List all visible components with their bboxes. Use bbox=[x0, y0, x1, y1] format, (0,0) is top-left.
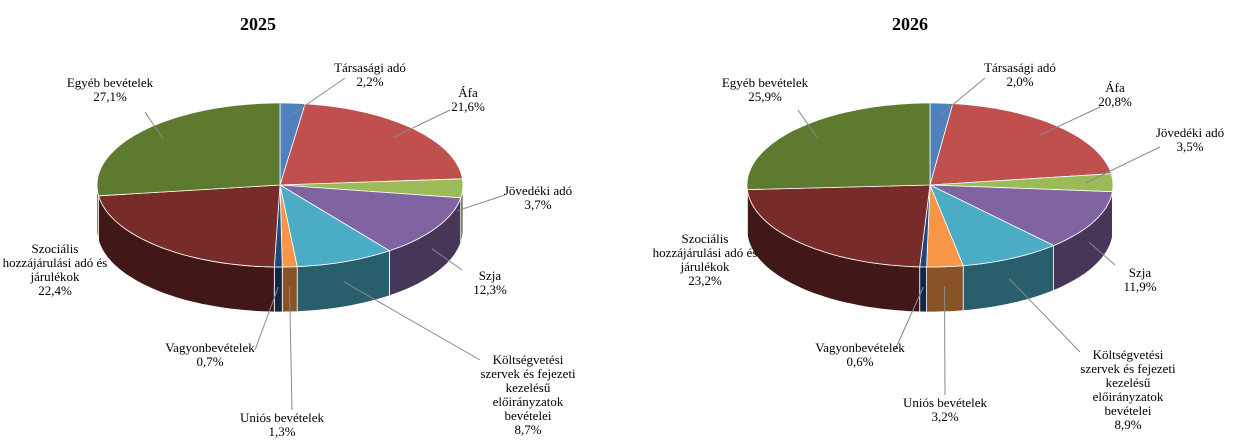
pie-slice bbox=[746, 184, 931, 268]
label-name: Szociális hozzájárulási adó és járulékok bbox=[652, 231, 758, 274]
data-label: Vagyonbevételek 0,7% bbox=[154, 341, 266, 369]
data-label: Társasági adó 2,2% bbox=[314, 61, 426, 89]
leader-line bbox=[797, 109, 818, 138]
label-name: Egyéb bevételek bbox=[66, 75, 154, 90]
label-name: Költségvetési szervek és fejezeti kezelé… bbox=[480, 352, 576, 423]
label-value: 27,1% bbox=[93, 89, 127, 104]
pie-slice bbox=[279, 184, 391, 268]
label-value: 2,2% bbox=[356, 74, 384, 89]
data-label: Jövedéki adó 3,7% bbox=[482, 184, 594, 212]
leader-line bbox=[144, 111, 164, 140]
chart-title: 2025 bbox=[240, 14, 276, 34]
label-name: Áfa bbox=[458, 85, 478, 100]
label-value: 8,7% bbox=[514, 422, 542, 437]
leader-line bbox=[894, 286, 924, 351]
leader-line bbox=[1085, 146, 1161, 184]
data-label: Uniós bevételek 1,3% bbox=[226, 411, 338, 439]
label-value: 12,3% bbox=[473, 282, 507, 297]
leader-line bbox=[939, 77, 986, 116]
label-name: Vagyonbevételek bbox=[815, 340, 905, 355]
data-label: Áfa 21,6% bbox=[412, 86, 524, 114]
label-value: 21,6% bbox=[451, 99, 485, 114]
leader-line bbox=[457, 194, 506, 212]
leader-line bbox=[393, 109, 451, 138]
pie-slice-side bbox=[273, 266, 283, 313]
label-value: 3,5% bbox=[1176, 139, 1204, 154]
pie-slice bbox=[929, 103, 1112, 186]
data-label: Szociális hozzájárulási adó és járulékok… bbox=[649, 232, 761, 288]
data-label: Szja 11,9% bbox=[1084, 266, 1196, 294]
leader-line bbox=[431, 248, 463, 271]
leader-line bbox=[1039, 106, 1101, 136]
leader-line bbox=[254, 286, 279, 351]
label-name: Áfa bbox=[1105, 80, 1125, 95]
pie-slice bbox=[929, 184, 1113, 246]
pie-slice bbox=[98, 184, 281, 268]
label-value: 2,0% bbox=[1006, 74, 1034, 89]
label-name: Társasági adó bbox=[984, 60, 1056, 75]
label-value: 0,6% bbox=[846, 354, 874, 369]
leader-line bbox=[944, 286, 946, 396]
leader-line bbox=[290, 77, 346, 116]
label-value: 3,7% bbox=[524, 197, 552, 212]
label-name: Társasági adó bbox=[334, 60, 406, 75]
data-label: Jövedéki adó 3,5% bbox=[1134, 126, 1244, 154]
label-value: 11,9% bbox=[1123, 279, 1157, 294]
data-label: Egyéb bevételek 25,9% bbox=[709, 76, 821, 104]
leader-line bbox=[289, 286, 293, 411]
chart-title: 2026 bbox=[892, 14, 928, 34]
label-value: 8,9% bbox=[1114, 417, 1142, 432]
data-label: Szociális hozzájárulási adó és járulékok… bbox=[0, 242, 111, 298]
label-name: Szja bbox=[1128, 265, 1152, 280]
leader-line bbox=[1089, 242, 1116, 266]
label-name: Egyéb bevételek bbox=[721, 75, 809, 90]
pie-slice-side bbox=[919, 266, 927, 313]
label-value: 1,3% bbox=[268, 424, 296, 439]
pie-slice bbox=[926, 184, 964, 268]
label-name: Szja bbox=[478, 268, 502, 283]
pie-slice bbox=[279, 103, 463, 186]
label-name: Uniós bevételek bbox=[239, 410, 325, 425]
label-value: 0,7% bbox=[196, 354, 224, 369]
label-value: 3,2% bbox=[931, 409, 959, 424]
data-label: Uniós bevételek 3,2% bbox=[889, 396, 1001, 424]
data-label: Költségvetési szervek és fejezeti kezelé… bbox=[1072, 348, 1184, 432]
pie-slice bbox=[929, 173, 1114, 193]
label-name: Jövedéki adó bbox=[1155, 125, 1225, 140]
data-label: Egyéb bevételek 27,1% bbox=[54, 76, 166, 104]
leader-line bbox=[343, 281, 481, 361]
pie-slice bbox=[929, 184, 1055, 267]
data-label: Áfa 20,8% bbox=[1059, 81, 1171, 109]
label-value: 25,9% bbox=[748, 89, 782, 104]
label-name: Szociális hozzájárulási adó és járulékok bbox=[2, 241, 108, 284]
label-name: Uniós bevételek bbox=[902, 395, 988, 410]
leader-line bbox=[1008, 278, 1081, 353]
label-name: Költségvetési szervek és fejezeti kezelé… bbox=[1080, 347, 1176, 418]
pie-slice bbox=[279, 184, 462, 252]
data-label: Költségvetési szervek és fejezeti kezelé… bbox=[472, 353, 584, 437]
label-value: 20,8% bbox=[1098, 94, 1132, 109]
data-label: Szja 12,3% bbox=[434, 269, 546, 297]
pie-slice bbox=[279, 178, 464, 199]
pie-slice bbox=[746, 102, 931, 191]
data-label: Társasági adó 2,0% bbox=[964, 61, 1076, 89]
data-label: Vagyonbevételek 0,6% bbox=[804, 341, 916, 369]
label-value: 23,2% bbox=[688, 273, 722, 288]
pie-slice bbox=[96, 102, 281, 197]
label-value: 22,4% bbox=[38, 283, 72, 298]
label-name: Jövedéki adó bbox=[503, 183, 573, 198]
label-name: Vagyonbevételek bbox=[165, 340, 255, 355]
